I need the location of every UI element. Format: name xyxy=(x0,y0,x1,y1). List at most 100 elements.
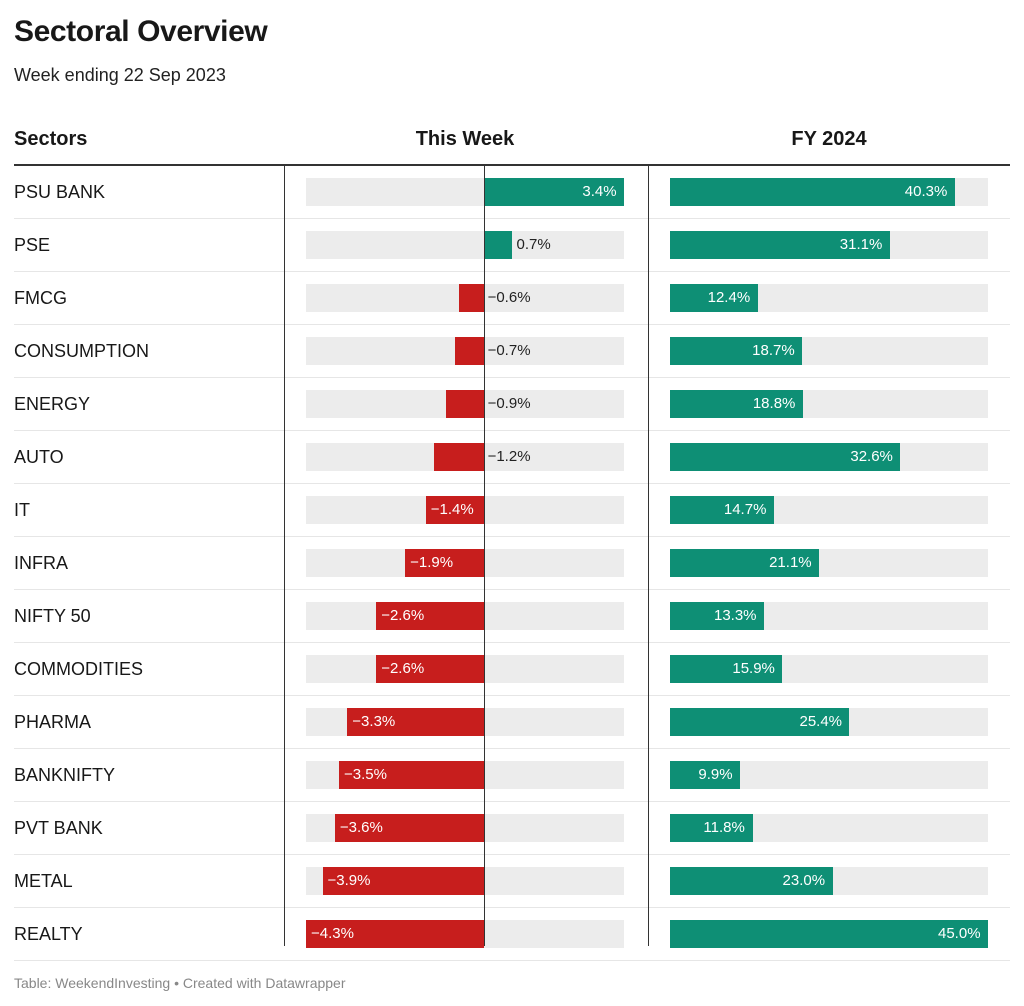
week-cell: −1.2% xyxy=(284,431,646,483)
column-divider-right xyxy=(648,166,649,946)
header-this-week: This Week xyxy=(415,128,515,150)
week-bar xyxy=(322,867,484,895)
fy-value-label: 40.3% xyxy=(904,183,948,200)
table-row: ENERGY −0.9% 18.8% xyxy=(14,378,1010,431)
week-cell: −3.6% xyxy=(284,802,646,854)
week-value-label: 3.4% xyxy=(582,183,617,200)
fy-cell: 23.0% xyxy=(648,855,1010,907)
table-row: INFRA −1.9% 21.1% xyxy=(14,537,1010,590)
fy-bar xyxy=(670,708,850,736)
table-row: METAL −3.9% 23.0% xyxy=(14,855,1010,908)
week-bar xyxy=(306,920,484,948)
fy-bar xyxy=(670,549,820,577)
week-value-label: −4.3% xyxy=(311,925,354,942)
fy-bar xyxy=(670,867,833,895)
fy-value-label: 18.8% xyxy=(752,395,796,412)
week-cell: −3.3% xyxy=(284,696,646,748)
week-bar xyxy=(334,814,484,842)
week-value-label: −2.6% xyxy=(381,607,425,624)
week-value-label: −1.2% xyxy=(487,448,531,465)
week-bar xyxy=(376,655,484,683)
table-row: COMMODITIES −2.6% 15.9% xyxy=(14,643,1010,696)
week-bar xyxy=(483,178,624,206)
fy-bar xyxy=(670,761,740,789)
fy-bar xyxy=(670,178,955,206)
week-cell: −0.7% xyxy=(284,325,646,377)
header-fy-2024: FY 2024 xyxy=(791,128,867,150)
week-value-label: 0.7% xyxy=(516,236,551,253)
table-row: CONSUMPTION −0.7% 18.7% xyxy=(14,325,1010,378)
fy-cell: 15.9% xyxy=(648,643,1010,695)
fy-cell: 32.6% xyxy=(648,431,1010,483)
sector-name: PSE xyxy=(14,235,51,255)
sector-name: INFRA xyxy=(14,553,68,573)
week-value-label: −0.6% xyxy=(487,289,531,306)
fy-cell: 45.0% xyxy=(648,908,1010,960)
week-value-label: −1.9% xyxy=(410,554,454,571)
table-row: PVT BANK −3.6% 11.8% xyxy=(14,802,1010,855)
week-bar xyxy=(446,390,484,418)
table-row: PHARMA −3.3% 25.4% xyxy=(14,696,1010,749)
week-cell: −2.6% xyxy=(284,643,646,695)
week-cell: −3.9% xyxy=(284,855,646,907)
table-row: BANKNIFTY −3.5% 9.9% xyxy=(14,749,1010,802)
fy-value-label: 15.9% xyxy=(732,660,775,677)
fy-bar xyxy=(670,602,764,630)
fy-value-label: 21.1% xyxy=(769,554,812,571)
fy-cell: 12.4% xyxy=(648,272,1010,324)
week-value-label: −3.5% xyxy=(344,766,387,783)
fy-value-label: 32.6% xyxy=(850,448,893,465)
sector-name: AUTO xyxy=(14,447,64,467)
column-divider-left xyxy=(284,166,285,946)
fy-bar xyxy=(670,231,890,259)
week-bar-track xyxy=(306,231,624,259)
week-cell: −1.4% xyxy=(284,484,646,536)
week-cell: −2.6% xyxy=(284,590,646,642)
sector-name: IT xyxy=(14,500,30,520)
header-sectors: Sectors xyxy=(14,128,88,150)
week-value-label: −3.6% xyxy=(339,819,383,836)
fy-cell: 18.8% xyxy=(648,378,1010,430)
fy-cell: 40.3% xyxy=(648,166,1010,218)
sector-name: FMCG xyxy=(14,288,67,308)
sector-name: BANKNIFTY xyxy=(14,765,116,785)
week-bar xyxy=(376,602,484,630)
sector-table: Sectors This Week FY 2024 PSU BANK 3.4% 40… xyxy=(14,120,1010,961)
sector-name: NIFTY 50 xyxy=(14,606,91,626)
sector-name: PSU BANK xyxy=(14,182,106,202)
fy-cell: 21.1% xyxy=(648,537,1010,589)
week-value-label: −0.9% xyxy=(487,395,531,412)
fy-value-label: 14.7% xyxy=(723,501,767,518)
table-row: REALTY −4.3% 45.0% xyxy=(14,908,1010,961)
fy-value-label: 23.0% xyxy=(782,872,826,889)
sector-name: METAL xyxy=(14,871,73,891)
week-value-label: −3.3% xyxy=(352,713,396,730)
sector-name: COMMODITIES xyxy=(14,659,143,679)
fy-bar xyxy=(670,284,758,312)
fy-cell: 14.7% xyxy=(648,484,1010,536)
fy-value-label: 45.0% xyxy=(938,925,981,942)
week-cell: 0.7% xyxy=(284,219,646,271)
table-row: PSE 0.7% 31.1% xyxy=(14,219,1010,272)
week-cell: −3.5% xyxy=(284,749,646,801)
table-row: AUTO −1.2% 32.6% xyxy=(14,431,1010,484)
week-value-label: −3.9% xyxy=(327,872,371,889)
table-row: FMCG −0.6% 12.4% xyxy=(14,272,1010,325)
week-zero-line xyxy=(483,166,485,946)
fy-cell: 11.8% xyxy=(648,802,1010,854)
sector-name: PVT BANK xyxy=(14,818,103,838)
fy-value-label: 31.1% xyxy=(839,236,883,253)
sector-name: REALTY xyxy=(14,924,83,944)
footer-credit: Created with Datawrapper xyxy=(182,975,346,991)
fy-cell: 9.9% xyxy=(648,749,1010,801)
week-bar xyxy=(458,284,484,312)
table-header: Sectors This Week FY 2024 xyxy=(14,120,1010,166)
fy-value-label: 18.7% xyxy=(752,342,795,359)
fy-bar xyxy=(670,337,803,365)
week-value-label: −1.4% xyxy=(430,501,474,518)
chart-title: Sectoral Overview xyxy=(14,15,268,48)
week-value-label: −0.7% xyxy=(487,342,531,359)
sector-name: ENERGY xyxy=(14,394,91,414)
fy-bar xyxy=(670,496,774,524)
fy-cell: 18.7% xyxy=(648,325,1010,377)
